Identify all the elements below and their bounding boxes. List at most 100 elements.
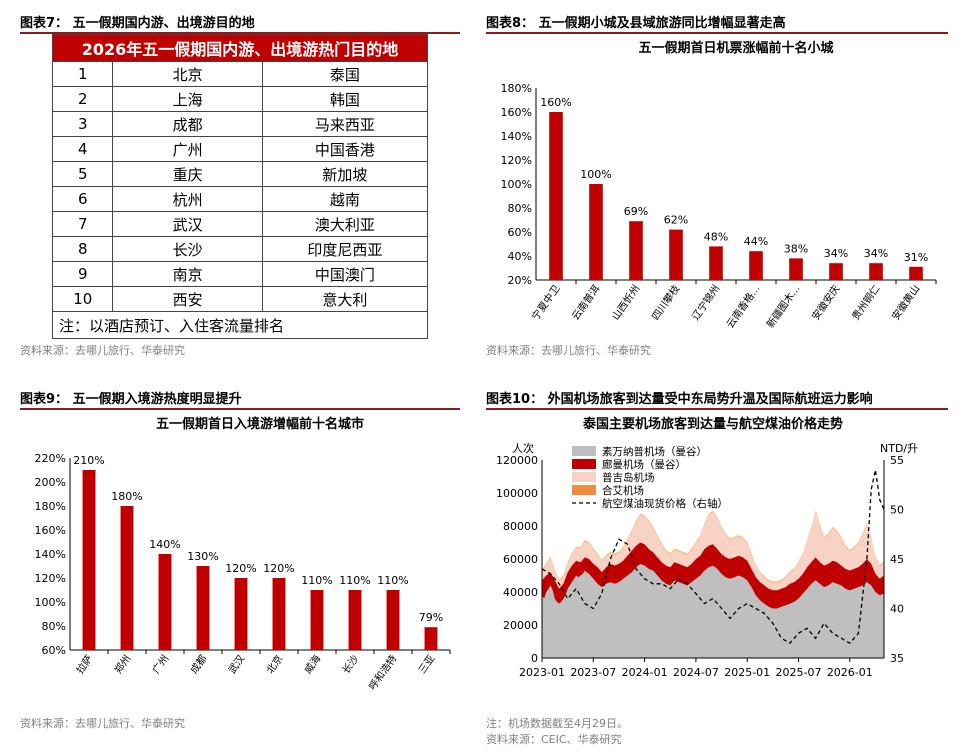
x-tick-label: 威海: [301, 652, 323, 676]
table-row: 2 上海 韩国: [51, 86, 429, 112]
outbound-cell: 马来西亚: [261, 111, 429, 137]
fig9-source: 资料来源：去哪儿旅行、华泰研究: [20, 717, 185, 730]
outbound-cell: 新加坡: [261, 161, 429, 187]
y-tick-label: 140%: [501, 130, 532, 143]
y-axis-label: 人次: [512, 441, 534, 455]
legend-swatch: [572, 446, 596, 456]
series-area-suvarnabhumi: [542, 563, 884, 658]
fig7-title: 图表7： 五一假期国内游、出境游目的地: [20, 16, 255, 31]
outbound-cell: 越南: [261, 186, 429, 212]
data-label: 130%: [187, 550, 218, 563]
y-tick-label: 180%: [35, 500, 66, 513]
rank-cell: 5: [51, 161, 114, 187]
y-tick-label: 40000: [503, 586, 538, 599]
table-row: 8 长沙 印度尼西亚: [51, 236, 429, 262]
bar: [709, 246, 723, 280]
fig8-rule: [486, 32, 948, 34]
x-tick-label: 成都: [188, 653, 209, 676]
outbound-cell: 泰国: [261, 61, 429, 87]
y-tick-label: 60%: [42, 644, 66, 657]
y-tick-label: 80%: [42, 620, 66, 633]
fig9-panel: 图表9： 五一假期入境游热度明显提升 五一假期首日入境游增幅前十名城市 60% 80…: [20, 388, 460, 738]
rank-cell: 10: [51, 286, 114, 312]
y-tick-label: 180%: [501, 82, 532, 95]
x-tick-label: 北京: [263, 652, 285, 676]
x-tick-label: 辽宁锦州: [689, 282, 723, 322]
table-row: 9 南京 中国澳门: [51, 261, 429, 287]
outbound-cell: 中国澳门: [261, 261, 429, 287]
legend-swatch: [572, 459, 596, 469]
data-label: 110%: [339, 574, 370, 587]
legend-swatch: [572, 485, 596, 495]
destination-table: 2026年五一假期国内游、出境游热门目的地 1 北京 泰国 2 上海 韩国 3 成都 马来西亚 4…: [51, 34, 429, 339]
y2-tick-label: 35: [890, 652, 904, 665]
data-label: 140%: [149, 538, 180, 551]
y-tick-label: 200%: [35, 476, 66, 489]
fig10-title: 图表10： 外国机场旅客到达量受中东局势升温及国际航班运力影响: [486, 392, 873, 407]
chart-title: 五一假期首日入境游增幅前十名城市: [156, 416, 364, 432]
x-tick-label: 山西忻州: [609, 282, 643, 322]
fig7-rule: [20, 32, 460, 34]
bar: [669, 229, 683, 280]
y-tick-label: 80000: [503, 520, 538, 533]
x-tick-label: 安徽黄山: [889, 282, 923, 322]
y-tick-label: 220%: [35, 452, 66, 465]
outbound-cell: 澳大利亚: [261, 211, 429, 237]
bar: [158, 554, 172, 650]
data-label: 44%: [744, 235, 768, 248]
y2-tick-label: 50: [890, 504, 904, 517]
chart-title: 泰国主要机场旅客到达量与航空煤油价格走势: [582, 416, 843, 432]
table-row: 10 西安 意大利: [51, 286, 429, 312]
table-row: 5 重庆 新加坡: [51, 161, 429, 187]
outbound-cell: 中国香港: [261, 136, 429, 162]
bar: [749, 251, 763, 280]
domestic-cell: 重庆: [112, 161, 263, 187]
x-tick-label: 广州: [150, 653, 171, 676]
bar: [234, 578, 248, 650]
x-tick-label: 长沙: [340, 653, 361, 676]
x-tick-label: 2023-07: [570, 666, 616, 679]
x-tick-label: 郑州: [111, 652, 133, 676]
fig9-title: 图表9： 五一假期入境游热度明显提升: [20, 392, 242, 407]
data-label: 34%: [824, 247, 848, 260]
x-tick-label: 2026-01: [827, 666, 873, 679]
data-label: 38%: [784, 242, 808, 255]
y-tick-label: 140%: [35, 548, 66, 561]
bar: [869, 263, 883, 280]
x-tick-label: 宁夏中卫: [529, 282, 563, 322]
data-label: 110%: [301, 574, 332, 587]
data-label: 120%: [225, 562, 256, 575]
data-label: 69%: [624, 205, 648, 218]
bar: [629, 221, 643, 280]
bar: [120, 506, 134, 650]
x-tick-label: 新疆图木...: [763, 282, 802, 330]
data-label: 210%: [73, 454, 104, 467]
outbound-cell: 韩国: [261, 86, 429, 112]
fig7-source: 资料来源：去哪儿旅行、华泰研究: [20, 344, 185, 357]
y2-tick-label: 45: [890, 553, 904, 566]
rank-cell: 9: [51, 261, 114, 287]
domestic-cell: 南京: [112, 261, 263, 287]
rank-cell: 6: [51, 186, 114, 212]
data-label: 48%: [704, 230, 728, 243]
table-row: 3 成都 马来西亚: [51, 111, 429, 137]
fig7-panel: 图表7： 五一假期国内游、出境游目的地 2026年五一假期国内游、出境游热门目的…: [20, 12, 460, 357]
bar: [196, 566, 210, 650]
y-tick-label: 100000: [496, 487, 538, 500]
x-tick-label: 2024-07: [673, 666, 719, 679]
x-tick-label: 云南普洱: [569, 282, 603, 322]
x-tick-label: 武汉: [225, 652, 247, 676]
legend-label: 合艾机场: [602, 484, 644, 497]
fig10-panel: 图表10： 外国机场旅客到达量受中东局势升温及国际航班运力影响 泰国主要机场旅客…: [486, 388, 948, 748]
bar: [589, 184, 603, 280]
series-line-jet-fuel: [541, 469, 885, 645]
bar: [829, 263, 843, 280]
domestic-cell: 西安: [112, 286, 263, 312]
fig10-source: 资料来源：CEIC、华泰研究: [486, 733, 622, 746]
x-tick-label: 拉萨: [73, 652, 95, 676]
data-label: 31%: [904, 251, 928, 264]
bar: [348, 590, 362, 650]
rank-cell: 4: [51, 136, 114, 162]
